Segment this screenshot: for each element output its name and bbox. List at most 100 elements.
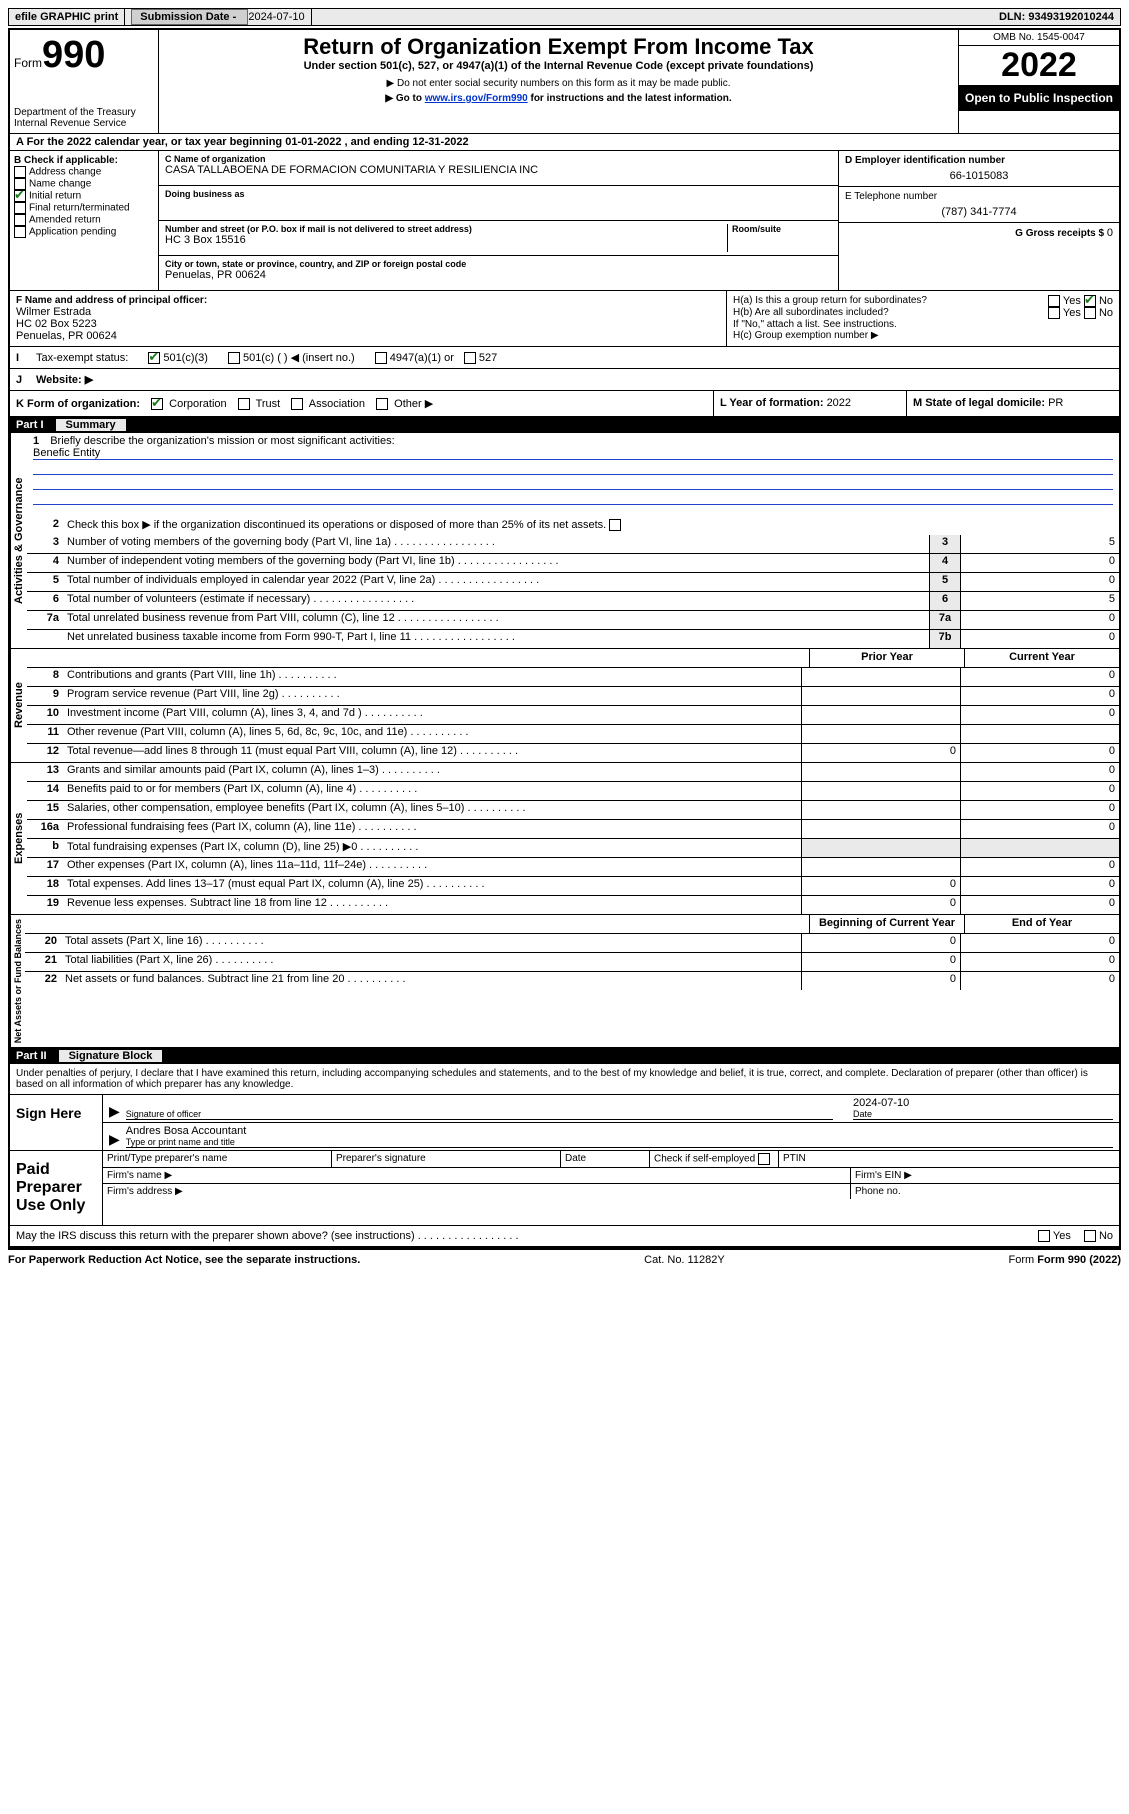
e-phone-label: E Telephone number — [845, 191, 1113, 202]
prep-row-1: Print/Type preparer's name Preparer's si… — [103, 1151, 1119, 1168]
line-current — [960, 839, 1119, 857]
line-current: 0 — [960, 896, 1119, 914]
ha-no[interactable]: No — [1099, 295, 1113, 307]
d-ein-label: D Employer identification number — [845, 155, 1113, 166]
gov-line-num: 3 — [27, 535, 63, 553]
discuss-row: May the IRS discuss this return with the… — [10, 1226, 1119, 1248]
line-prior: 0 — [801, 934, 960, 952]
l1-text: Briefly describe the organization's miss… — [50, 435, 394, 447]
c-addr-value: HC 3 Box 15516 — [165, 234, 727, 246]
b-opt-4[interactable]: Amended return — [14, 214, 154, 226]
i-opt-2: 501(c) ( ) ◀ (insert no.) — [243, 351, 355, 364]
part-2-title: Signature Block — [59, 1050, 163, 1062]
firm-name-label: Firm's name ▶ — [103, 1168, 851, 1183]
m-label: M State of legal domicile: — [913, 397, 1048, 409]
col-c-name-addr: C Name of organization CASA TALLABOENA D… — [159, 151, 838, 290]
data-line: 8 Contributions and grants (Part VIII, l… — [27, 668, 1119, 687]
gov-line: 7a Total unrelated business revenue from… — [27, 611, 1119, 630]
irs-link[interactable]: www.irs.gov/Form990 — [425, 93, 528, 104]
line-text: Total assets (Part X, line 16) — [61, 934, 801, 952]
gov-line: 3 Number of voting members of the govern… — [27, 535, 1119, 554]
current-year-hdr: Current Year — [964, 649, 1119, 667]
line-text: Revenue less expenses. Subtract line 18 … — [63, 896, 801, 914]
line-current: 0 — [960, 782, 1119, 800]
line-prior — [801, 725, 960, 743]
c-room-label: Room/suite — [732, 224, 832, 234]
gov-line: 6 Total number of volunteers (estimate i… — [27, 592, 1119, 611]
line-num: 10 — [27, 706, 63, 724]
line-prior: 0 — [801, 896, 960, 914]
exp-lines-container: 13 Grants and similar amounts paid (Part… — [27, 763, 1119, 914]
rev-lines-container: 8 Contributions and grants (Part VIII, l… — [27, 668, 1119, 762]
section-expenses: Expenses 13 Grants and similar amounts p… — [10, 763, 1119, 915]
i-ck-2[interactable] — [228, 352, 240, 364]
submission-date-cell: Submission Date - 2024-07-10 — [125, 9, 311, 25]
line-current: 0 — [960, 972, 1119, 990]
pp-selfemp-checkbox[interactable] — [758, 1153, 770, 1165]
discuss-no-ck[interactable] — [1084, 1230, 1096, 1242]
discuss-answers: Yes No — [1038, 1230, 1113, 1242]
line-prior: 0 — [801, 953, 960, 971]
paid-preparer-block: Paid Preparer Use Only Print/Type prepar… — [10, 1151, 1119, 1226]
i-ck-4[interactable] — [464, 352, 476, 364]
i-ck-1[interactable] — [148, 352, 160, 364]
data-line: 12 Total revenue—add lines 8 through 11 … — [27, 744, 1119, 762]
data-line: 10 Investment income (Part VIII, column … — [27, 706, 1119, 725]
b-opt-3[interactable]: Final return/terminated — [14, 202, 154, 214]
g-gross-label: G Gross receipts $ — [1015, 228, 1107, 239]
open-public: Open to Public Inspection — [959, 85, 1119, 111]
firm-addr-label: Firm's address ▶ — [103, 1184, 851, 1199]
section-netassets: Net Assets or Fund Balances Beginning of… — [10, 915, 1119, 1048]
g-gross-row: G Gross receipts $ 0 — [839, 223, 1119, 243]
k-ck-0[interactable] — [151, 398, 163, 410]
hb-yes[interactable]: Yes — [1063, 307, 1081, 319]
i-opt-3: 4947(a)(1) or — [390, 352, 454, 364]
dept-label: Department of the Treasury — [14, 107, 154, 118]
section-revenue: Revenue Prior Year Current Year 8 Contri… — [10, 649, 1119, 763]
firm-ein-label: Firm's EIN ▶ — [851, 1168, 1119, 1183]
l2-checkbox[interactable] — [609, 519, 621, 531]
line-prior — [801, 687, 960, 705]
line-current: 0 — [960, 877, 1119, 895]
line-num: b — [27, 839, 63, 857]
hb-no[interactable]: No — [1099, 307, 1113, 319]
l-value: 2022 — [827, 397, 851, 409]
sig-name-line: ▶ Andres Bosa Accountant Type or print n… — [103, 1123, 1119, 1150]
k-opt-1: Trust — [256, 398, 281, 410]
line-text: Total expenses. Add lines 13–17 (must eq… — [63, 877, 801, 895]
line-text: Contributions and grants (Part VIII, lin… — [63, 668, 801, 686]
b-opt-0[interactable]: Address change — [14, 166, 154, 178]
b-opt-2[interactable]: Initial return — [14, 190, 154, 202]
gov-line: Net unrelated business taxable income fr… — [27, 630, 1119, 648]
efile-label: efile GRAPHIC print — [9, 9, 125, 25]
phone-label: Phone no. — [851, 1184, 1119, 1199]
ha-row: H(a) Is this a group return for subordin… — [733, 295, 1113, 307]
line-current — [960, 725, 1119, 743]
l2-num: 2 — [27, 517, 63, 535]
l1-value: Benefic Entity — [33, 447, 1113, 460]
k-ck-3[interactable] — [376, 398, 388, 410]
discuss-yes-ck[interactable] — [1038, 1230, 1050, 1242]
ha-answers: Yes No — [1048, 295, 1113, 307]
row-a-tax-year: A For the 2022 calendar year, or tax yea… — [10, 134, 1119, 151]
k-ck-2[interactable] — [291, 398, 303, 410]
sig-date-label: Date — [853, 1109, 1113, 1119]
prep-table: Print/Type preparer's name Preparer's si… — [103, 1151, 1119, 1225]
irs-label: Internal Revenue Service — [14, 118, 154, 129]
i-ck-3[interactable] — [375, 352, 387, 364]
line-num: 8 — [27, 668, 63, 686]
arrow-icon-2: ▶ — [109, 1131, 120, 1148]
b-opt-1[interactable]: Name change — [14, 178, 154, 190]
k-ck-1[interactable] — [238, 398, 250, 410]
ha-yes[interactable]: Yes — [1063, 295, 1081, 307]
l-year: L Year of formation: 2022 — [714, 391, 907, 416]
form-container: Form990 Department of the Treasury Inter… — [8, 28, 1121, 1250]
c-city-value: Penuelas, PR 00624 — [165, 269, 832, 281]
revenue-label: Revenue — [10, 649, 27, 762]
line-prior — [801, 858, 960, 876]
line-text: Grants and similar amounts paid (Part IX… — [63, 763, 801, 781]
prep-row-3: Firm's address ▶ Phone no. — [103, 1184, 1119, 1199]
gov-line-box: 7a — [929, 611, 960, 629]
line-num: 14 — [27, 782, 63, 800]
b-opt-5[interactable]: Application pending — [14, 226, 154, 238]
